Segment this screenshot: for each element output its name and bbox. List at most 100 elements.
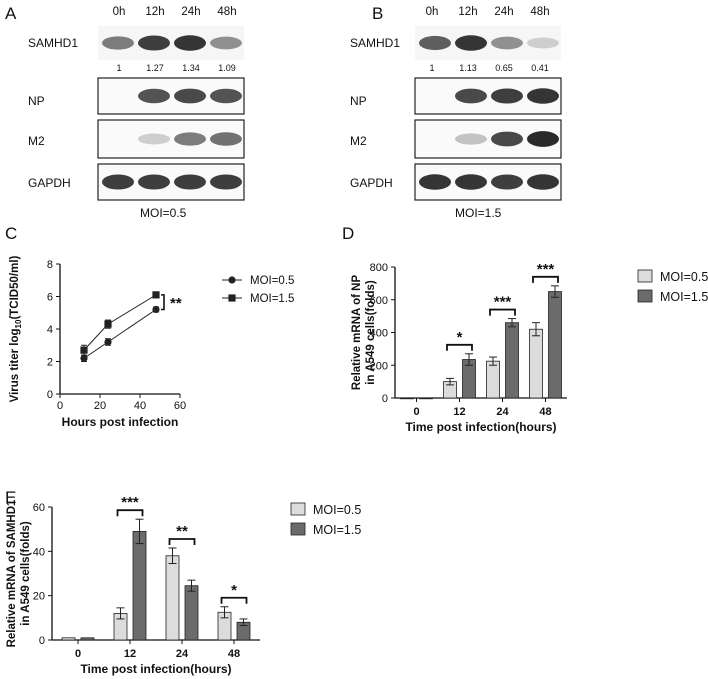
panel-letter-d: D (342, 224, 355, 243)
quant-value: 0.41 (531, 63, 549, 73)
x-tick-label: 48 (539, 406, 551, 418)
panel-letter-e: E (5, 488, 17, 507)
data-point (80, 354, 88, 362)
y-tick-label: 4 (47, 324, 53, 336)
x-tick-label: 20 (94, 400, 106, 412)
y-tick-label: 40 (33, 546, 45, 558)
blot-strip-frame (414, 119, 562, 159)
quant-value: 1 (429, 63, 435, 73)
bar (165, 555, 180, 641)
x-tick-label: 0 (413, 406, 419, 418)
x-tick-label: 48 (228, 648, 240, 660)
legend-marker (228, 276, 236, 284)
significance-bracket (161, 294, 165, 311)
y-tick-label: 6 (47, 292, 53, 304)
data-point (152, 291, 160, 299)
quant-value: 0.65 (495, 63, 513, 73)
x-tick-label: 12 (453, 406, 465, 418)
row-label-np: NP (350, 94, 367, 108)
y-axis-label: Virus titer log10(TCID50/ml) (9, 255, 23, 402)
bar (400, 397, 414, 400)
lane-label: 0h (112, 6, 126, 18)
data-point (104, 320, 112, 328)
western-blot-b (414, 26, 562, 201)
lane-label: 24h (494, 6, 514, 18)
y-tick-label: 0 (39, 635, 45, 647)
blot-band (210, 36, 242, 50)
y-tick-label: 8 (47, 259, 53, 271)
y-tick-label: 800 (370, 262, 388, 274)
blot-band (491, 88, 523, 104)
significance-marker: * (231, 582, 237, 599)
x-tick-label: 0 (75, 648, 81, 660)
y-tick-label: 200 (370, 360, 388, 372)
row-label-m2: M2 (350, 134, 367, 148)
data-point (80, 346, 88, 354)
western-blot-a (97, 26, 245, 201)
legend-label: MOI=1.5 (313, 523, 361, 537)
blot-band (174, 35, 206, 51)
row-label-gapdh: GAPDH (28, 176, 71, 190)
x-tick-label: 0 (57, 400, 63, 412)
row-label-samhd1: SAMHD1 (28, 36, 79, 50)
panel-a-condition: MOI=0.5 (140, 206, 187, 220)
bar (61, 637, 76, 641)
y-tick-label: 20 (33, 591, 45, 603)
blot-band (527, 37, 559, 49)
blot-band (491, 174, 523, 190)
blot-band (210, 174, 242, 190)
legend-swatch (637, 269, 653, 283)
x-axis-label: Time post infection(hours) (405, 420, 556, 434)
blot-band (210, 88, 242, 104)
blot-band (455, 35, 487, 51)
lane-label: 48h (530, 6, 550, 18)
significance-bracket (168, 538, 196, 546)
x-axis-label: Hours post infection (62, 415, 179, 429)
blot-band (174, 174, 206, 190)
panel-letter-b: B (372, 4, 384, 23)
row-label-m2: M2 (28, 134, 45, 148)
quant-value: 1.09 (218, 63, 236, 73)
bar (80, 637, 95, 641)
x-tick-label: 24 (176, 648, 189, 660)
blot-band (527, 174, 559, 190)
blot-band (102, 174, 134, 190)
significance-bracket (220, 596, 248, 604)
lane-label: 12h (458, 6, 478, 18)
significance-marker: ** (176, 523, 188, 540)
legend-label: MOI=1.5 (660, 290, 708, 304)
bar (486, 360, 500, 399)
panel-letter-c: C (5, 224, 18, 243)
bar (132, 530, 147, 641)
quant-value: 1 (116, 63, 122, 73)
significance-bracket (532, 275, 559, 283)
y-axis-label: Relative mRNA of SAMHD1 in A549 cells(fol… (6, 499, 32, 647)
legend-label: MOI=0.5 (250, 275, 294, 287)
blot-band (210, 132, 242, 146)
lane-label: 12h (145, 6, 165, 18)
legend-label: MOI=0.5 (660, 270, 708, 284)
lane-label: 48h (217, 6, 237, 18)
x-tick-label: 12 (124, 648, 136, 660)
row-label-np: NP (28, 94, 45, 108)
bar (419, 397, 433, 400)
blot-band (455, 133, 487, 145)
legend-marker (228, 294, 236, 302)
quant-value: 1.27 (146, 63, 164, 73)
quant-value: 1.13 (459, 63, 477, 73)
legend-label: MOI=0.5 (313, 503, 361, 517)
blot-band (491, 36, 523, 50)
blot-band (174, 132, 206, 146)
x-axis-label: Time post infection(hours) (80, 662, 231, 676)
blot-band (102, 36, 134, 50)
y-tick-label: 0 (382, 393, 388, 405)
blot-band (491, 131, 523, 147)
significance-marker: *** (537, 261, 555, 278)
blot-band (138, 88, 170, 104)
legend-label: MOI=1.5 (250, 293, 294, 305)
blot-band (455, 174, 487, 190)
significance-bracket (489, 308, 516, 316)
significance-bracket (446, 343, 473, 351)
blot-band (138, 35, 170, 51)
blot-band (138, 133, 170, 145)
